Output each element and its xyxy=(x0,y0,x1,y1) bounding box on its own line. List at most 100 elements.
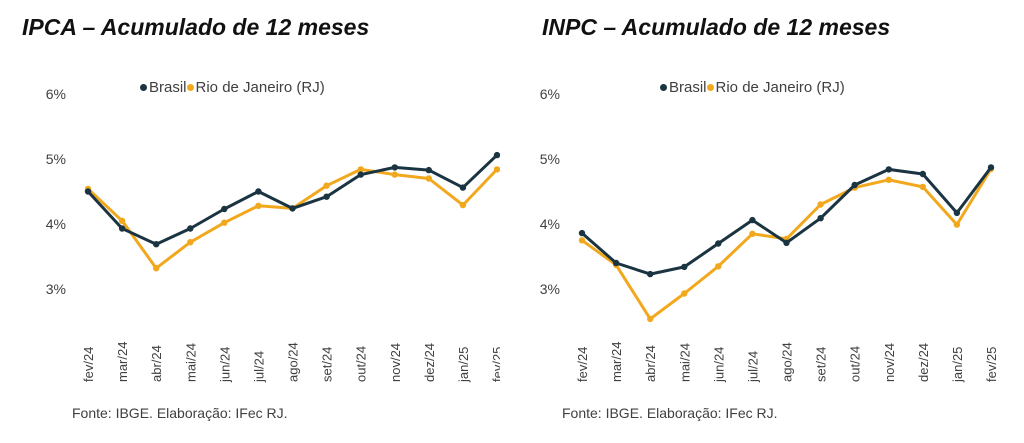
source-note: Fonte: IBGE. Elaboração: IFec RJ. xyxy=(562,405,778,421)
data-point-brasil xyxy=(153,241,160,248)
series-line-rj xyxy=(86,167,499,270)
data-point-rj xyxy=(221,219,228,226)
data-point-rj xyxy=(323,182,330,189)
chart-title: IPCA – Acumulado de 12 meses xyxy=(22,14,370,40)
data-point-brasil xyxy=(221,205,228,213)
data-point-brasil xyxy=(459,184,467,191)
data-point-brasil xyxy=(289,205,296,212)
data-point-brasil xyxy=(647,270,654,278)
y-tick-label: 6% xyxy=(540,86,560,102)
data-point-rj xyxy=(715,263,722,270)
data-point-brasil xyxy=(84,188,92,195)
inpc-panel: INPC – Acumulado de 12 meses Brasil Rio … xyxy=(520,0,1020,443)
y-tick-label: 4% xyxy=(46,216,66,232)
data-point-brasil xyxy=(425,166,432,174)
x-tick-label: jan/25 xyxy=(950,347,965,383)
x-tick-label: nov/24 xyxy=(882,343,897,382)
x-tick-label: fev/25 xyxy=(490,347,500,382)
data-point-rj xyxy=(817,201,824,208)
inpc-line-chart: 6% 5% 4% 3% fev/24 mar/24 abr/24 mai/24 jun/24 ju… xyxy=(540,86,999,383)
x-tick-label: out/24 xyxy=(354,346,369,382)
legend-marker-brasil xyxy=(660,84,667,91)
data-point-rj xyxy=(647,315,654,323)
x-tick-label: ago/24 xyxy=(286,342,301,382)
y-tick-label: 4% xyxy=(540,216,560,232)
y-tick-label: 6% xyxy=(46,86,66,102)
x-tick-label: set/24 xyxy=(320,347,335,382)
data-point-rj xyxy=(919,183,926,191)
data-point-rj xyxy=(749,230,756,237)
data-point-brasil xyxy=(391,164,398,171)
data-point-rj xyxy=(357,166,364,173)
x-tick-label: fev/24 xyxy=(575,347,590,382)
x-tick-label: dez/24 xyxy=(916,343,931,382)
data-point-brasil xyxy=(681,263,688,271)
data-point-rj xyxy=(459,201,467,209)
legend-marker-brasil xyxy=(140,84,147,91)
data-point-rj xyxy=(118,217,126,224)
legend-item-rj: Rio de Janeiro (RJ) xyxy=(706,79,845,96)
x-tick-label: jun/24 xyxy=(217,347,232,383)
x-tick-label: fev/24 xyxy=(81,347,96,382)
x-tick-label: mar/24 xyxy=(609,342,624,382)
x-tick-label: ago/24 xyxy=(780,342,795,382)
data-point-rj xyxy=(187,239,194,246)
data-point-brasil xyxy=(578,229,586,237)
y-tick-label: 3% xyxy=(46,281,66,297)
legend-label-rj: Rio de Janeiro (RJ) xyxy=(715,79,845,96)
data-point-brasil xyxy=(493,151,500,159)
x-tick-label: nov/24 xyxy=(388,343,403,382)
data-point-rj xyxy=(425,175,432,182)
series-line-brasil xyxy=(86,153,499,246)
x-tick-label: dez/24 xyxy=(422,343,437,382)
x-tick-label: out/24 xyxy=(848,346,863,382)
data-point-brasil xyxy=(817,215,824,222)
series-line-brasil xyxy=(580,165,993,276)
x-tick-label: abr/24 xyxy=(149,345,164,382)
x-tick-label: jan/25 xyxy=(456,347,471,383)
y-tick-label: 5% xyxy=(46,151,66,167)
ipca-panel: IPCA – Acumulado de 12 meses Brasil Rio … xyxy=(0,0,500,443)
data-point-brasil xyxy=(919,170,926,178)
y-tick-label: 5% xyxy=(540,151,560,167)
legend-item-brasil: Brasil xyxy=(140,79,187,96)
x-tick-label: mar/24 xyxy=(115,342,130,382)
ipca-line-chart: 6% 5% 4% 3% fev/24 mar/24 abr/24 mai/24 jun/24 ju… xyxy=(46,86,500,383)
data-point-brasil xyxy=(323,193,330,200)
data-point-brasil xyxy=(612,259,620,267)
data-point-brasil xyxy=(187,225,194,232)
data-point-brasil xyxy=(783,239,790,246)
x-tick-label: jul/24 xyxy=(745,351,760,383)
data-point-rj xyxy=(493,166,500,173)
x-tick-label: jul/24 xyxy=(251,351,266,383)
x-tick-label: jun/24 xyxy=(711,347,726,383)
y-tick-label: 3% xyxy=(540,281,560,297)
x-tick-label: mai/24 xyxy=(183,343,198,382)
legend-item-brasil: Brasil xyxy=(660,79,707,96)
data-point-brasil xyxy=(885,166,892,173)
legend-label-brasil: Brasil xyxy=(149,79,187,96)
chart-title: INPC – Acumulado de 12 meses xyxy=(542,14,891,40)
x-tick-label: set/24 xyxy=(814,347,829,382)
x-tick-label: abr/24 xyxy=(643,345,658,382)
x-tick-label: fev/25 xyxy=(984,347,999,382)
data-point-rj xyxy=(578,237,586,244)
data-point-brasil xyxy=(851,181,858,189)
data-point-rj xyxy=(391,171,398,178)
data-point-rj xyxy=(255,202,262,209)
data-point-brasil xyxy=(715,240,722,247)
data-point-brasil xyxy=(953,209,961,217)
data-point-brasil xyxy=(357,171,364,178)
data-point-rj xyxy=(681,290,688,297)
legend-label-brasil: Brasil xyxy=(669,79,707,96)
legend-label-rj: Rio de Janeiro (RJ) xyxy=(195,79,325,96)
legend-marker-rj xyxy=(186,84,194,91)
data-point-brasil xyxy=(749,216,756,224)
data-point-rj xyxy=(153,265,160,272)
data-point-rj xyxy=(953,221,961,228)
legend-item-rj: Rio de Janeiro (RJ) xyxy=(186,79,325,96)
source-note: Fonte: IBGE. Elaboração: IFec RJ. xyxy=(72,405,288,421)
legend-marker-rj xyxy=(706,84,714,91)
chart-legend: Brasil Rio de Janeiro (RJ) xyxy=(140,79,325,96)
data-point-brasil xyxy=(255,188,262,195)
